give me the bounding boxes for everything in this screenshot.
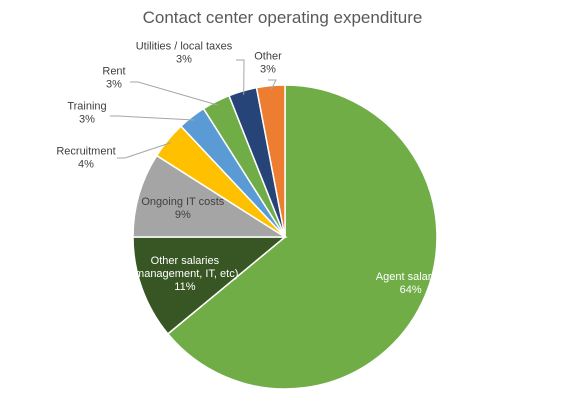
slice-name-label: Other salaries: [151, 255, 220, 267]
slice-label-utilities-local-taxes: Utilities / local taxes 3%: [136, 41, 233, 66]
slice-label-training: Training 3%: [67, 101, 106, 126]
slice-name-label: Training: [67, 101, 106, 113]
slice-name-label: Ongoing IT costs: [141, 196, 224, 208]
slice-label-other-salaries-management-it-etc: Other salaries (management, IT, etc) 11%: [131, 255, 238, 293]
slice-labels: Agent salaries 64% Other salaries (manageme…: [56, 41, 446, 297]
slice-name-label: (management, IT, etc): [131, 268, 238, 280]
slice-value-label: 3%: [106, 79, 122, 91]
slice-name-label: Other: [254, 51, 282, 63]
slice-value-label: 64%: [400, 284, 422, 296]
slice-ongoing-it-costs: [132, 154, 288, 238]
slice-other-salaries-management-it-etc: [132, 236, 288, 335]
slice-value-label: 3%: [176, 54, 192, 66]
leader-line-utilities-local-taxes: [236, 59, 245, 95]
slice-value-label: 3%: [260, 64, 276, 76]
slice-label-recruitment: Recruitment 4%: [56, 146, 115, 171]
leader-line-rent: [130, 81, 218, 106]
slice-other: [255, 84, 286, 238]
slice-name-label: Recruitment: [56, 146, 115, 158]
leader-line-training: [110, 115, 195, 121]
slice-label-ongoing-it-costs: Ongoing IT costs 9%: [141, 196, 224, 221]
slice-value-label: 9%: [175, 209, 191, 221]
leader-line-other: [268, 79, 277, 90]
slice-label-rent: Rent 3%: [102, 66, 125, 91]
slice-value-label: 4%: [78, 159, 94, 171]
slice-name-label: Rent: [102, 66, 125, 78]
slice-agent-salaries: [166, 84, 438, 390]
slice-label-agent-salaries: Agent salaries 64%: [376, 271, 446, 296]
slice-name-label: Agent salaries: [376, 271, 446, 283]
slice-value-label: 11%: [174, 281, 195, 293]
pie-slices: [132, 84, 438, 390]
slice-value-label: 3%: [79, 114, 95, 126]
slice-label-other: Other 3%: [254, 51, 282, 76]
chart-title: Contact center operating expenditure: [142, 8, 423, 27]
leader-lines: [110, 59, 277, 159]
slice-name-label: Utilities / local taxes: [136, 41, 233, 53]
leader-line-recruitment: [117, 142, 172, 159]
